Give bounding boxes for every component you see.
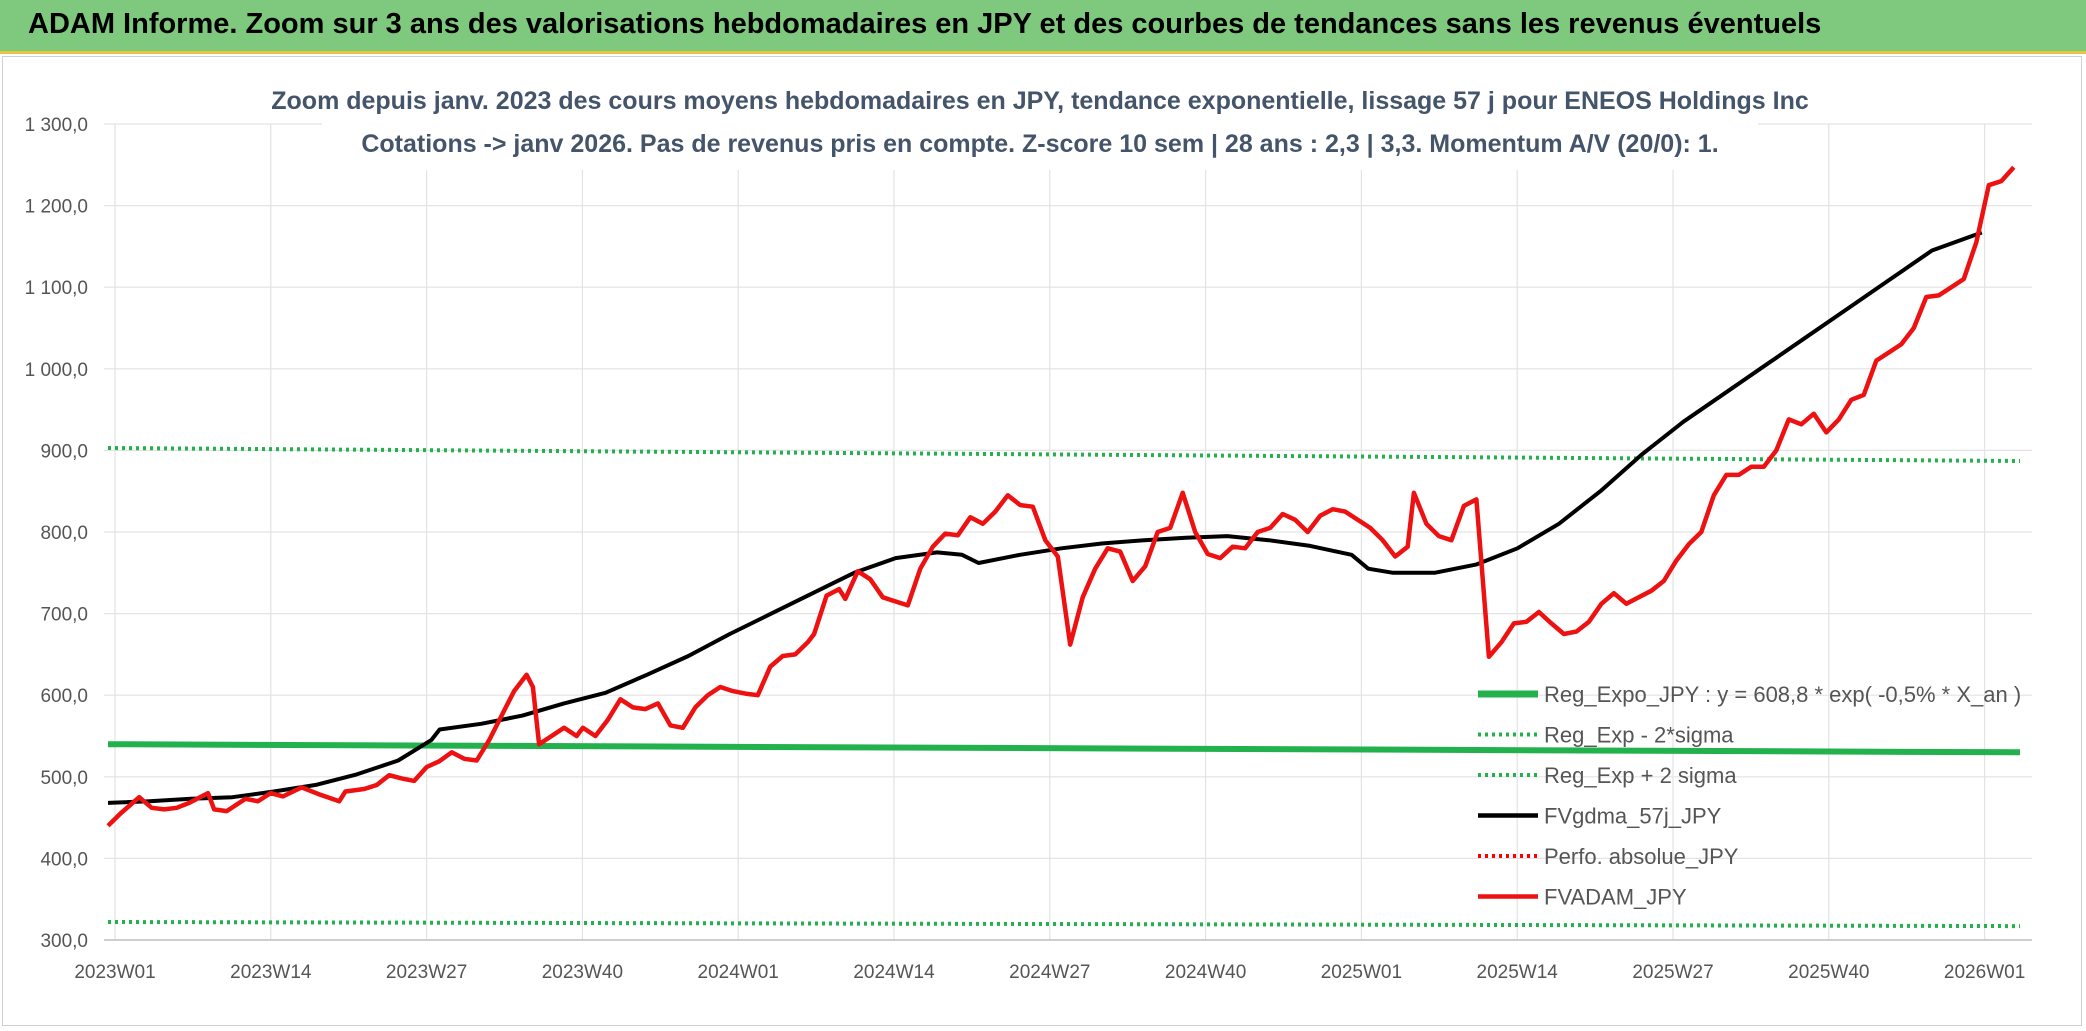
x-tick-label: 2024W40 — [1165, 962, 1246, 983]
x-axis-ticks: 2023W01 2023W14 2023W27 2023W40 2024W01 2024W… — [74, 962, 2025, 983]
y-tick-label: 500,0 — [40, 768, 88, 789]
y-axis-ticks: 1 300,0 1 200,0 1 100,0 1 000,0 900,0 800,0 70… — [25, 115, 88, 952]
series-line-1 — [107, 920, 2021, 929]
series-line-5 — [106, 165, 2016, 828]
title-background — [322, 78, 1758, 170]
x-tick-label: 2025W01 — [1321, 962, 1402, 983]
legend-label: Reg_Exp + 2 sigma — [1544, 763, 1737, 788]
y-tick-label: 900,0 — [40, 441, 88, 462]
series-lines — [106, 165, 2021, 929]
series-line-0 — [107, 741, 2021, 756]
y-tick-label: 1 100,0 — [25, 278, 88, 299]
chart-frame — [2, 56, 2082, 1026]
legend-label: FVgdma_57j_JPY — [1544, 804, 1722, 829]
y-tick-label: 300,0 — [40, 931, 88, 952]
report-title: ADAM Informe. Zoom sur 3 ans des valoris… — [28, 8, 1822, 40]
y-tick-label: 800,0 — [40, 523, 88, 544]
y-tick-label: 1 000,0 — [25, 360, 88, 381]
legend-label: Perfo. absolue_JPY — [1544, 844, 1739, 869]
y-tick-label: 1 200,0 — [25, 197, 88, 218]
y-tick-label: 1 300,0 — [25, 115, 88, 136]
x-tick-label: 2023W27 — [386, 962, 467, 983]
legend-label: Reg_Exp - 2*sigma — [1544, 723, 1734, 748]
y-tick-label: 600,0 — [40, 686, 88, 707]
series-line-3 — [107, 230, 1983, 805]
x-tick-label: 2023W14 — [230, 962, 312, 983]
legend-label: Reg_Expo_JPY : y = 608,8 * exp( -0,5% * … — [1544, 682, 2021, 707]
x-tick-label: 2024W27 — [1009, 962, 1090, 983]
x-tick-label: 2023W40 — [542, 962, 623, 983]
grid-lines — [104, 123, 2032, 941]
y-tick-label: 400,0 — [40, 849, 88, 870]
report-header: ADAM Informe. Zoom sur 3 ans des valoris… — [0, 0, 2086, 54]
x-tick-label: 2024W14 — [853, 962, 935, 983]
y-tick-label: 700,0 — [40, 605, 88, 626]
x-tick-label: 2025W27 — [1632, 962, 1713, 983]
x-tick-label: 2026W01 — [1944, 962, 2025, 983]
x-tick-label: 2025W40 — [1788, 962, 1869, 983]
x-tick-label: 2024W01 — [698, 962, 779, 983]
chart-title: Zoom depuis janv. 2023 des cours moyens … — [271, 87, 1809, 115]
chart-subtitle: Cotations -> janv 2026. Pas de revenus p… — [361, 130, 1718, 158]
legend-label: FVADAM_JPY — [1544, 885, 1687, 910]
legend: Reg_Expo_JPY : y = 608,8 * exp( -0,5% * … — [1478, 682, 2021, 910]
x-tick-label: 2025W14 — [1477, 962, 1559, 983]
x-tick-label: 2023W01 — [74, 962, 155, 983]
